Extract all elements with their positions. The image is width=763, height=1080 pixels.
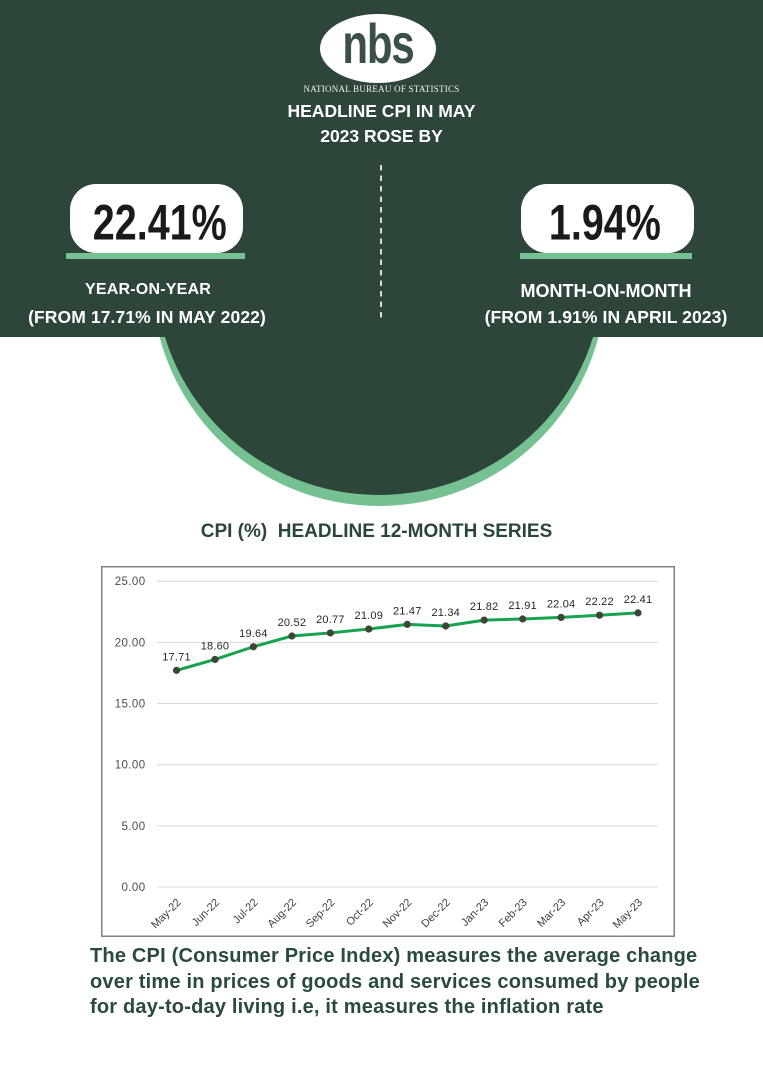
svg-text:5.00: 5.00 (122, 821, 146, 833)
svg-text:21.34: 21.34 (431, 607, 460, 619)
svg-text:20.00: 20.00 (115, 637, 146, 649)
svg-text:20.52: 20.52 (278, 617, 307, 629)
svg-text:21.91: 21.91 (508, 600, 537, 612)
svg-text:21.82: 21.82 (470, 601, 499, 613)
svg-text:22.22: 22.22 (585, 596, 614, 608)
svg-text:15.00: 15.00 (115, 699, 146, 711)
svg-text:22.41: 22.41 (624, 594, 653, 606)
svg-text:21.09: 21.09 (355, 610, 384, 622)
svg-text:21.47: 21.47 (393, 605, 422, 617)
svg-text:10.00: 10.00 (115, 760, 146, 772)
svg-text:25.00: 25.00 (115, 576, 146, 588)
svg-text:19.64: 19.64 (239, 628, 268, 640)
svg-text:18.60: 18.60 (201, 640, 230, 652)
svg-text:22.04: 22.04 (547, 598, 576, 610)
svg-text:0.00: 0.00 (122, 882, 146, 894)
svg-text:17.71: 17.71 (162, 651, 191, 663)
svg-text:20.77: 20.77 (316, 614, 345, 626)
